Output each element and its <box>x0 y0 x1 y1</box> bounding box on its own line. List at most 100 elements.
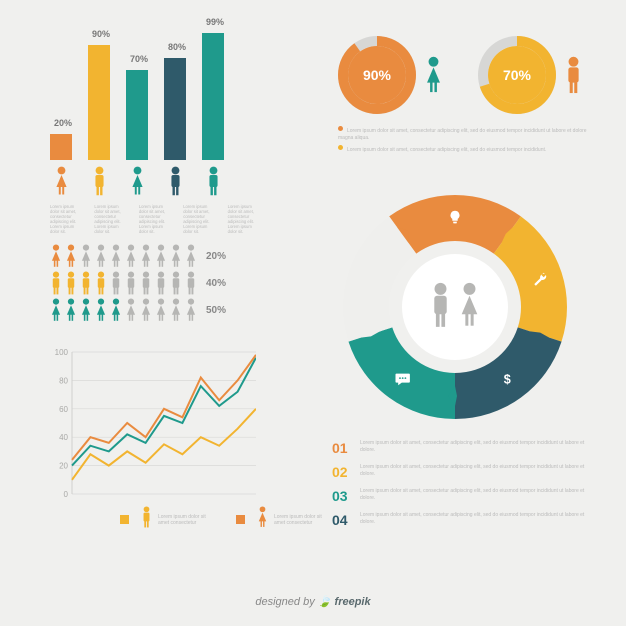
person-icon <box>257 506 268 533</box>
bar: 70% <box>126 70 148 160</box>
line-chart-legend: Lorem ipsum dolor sit amet consectetur L… <box>120 506 320 533</box>
person-icon <box>170 244 182 268</box>
person-icon <box>65 244 77 268</box>
person-icon <box>170 271 182 295</box>
pct-label: 70% <box>478 36 556 114</box>
item-number: 04 <box>332 512 352 528</box>
person-icon <box>80 298 92 322</box>
line-chart: 0 20 40 60 80 100 <box>50 348 256 498</box>
pictograph-row: 20% <box>50 244 275 268</box>
person-icon <box>65 271 77 295</box>
person-icon <box>202 166 224 201</box>
person-icon <box>564 56 583 94</box>
legend-item: Lorem ipsum dolor sit amet consectetur <box>236 506 324 533</box>
pictograph: 20% <box>50 244 275 325</box>
person-icon <box>140 271 152 295</box>
person-icon <box>50 166 72 201</box>
bullet-line: Lorem ipsum dolor sit amet, consectetur … <box>338 126 588 141</box>
item-number: 01 <box>332 440 352 456</box>
bar: 90% <box>88 45 110 160</box>
svg-text:40: 40 <box>59 433 68 442</box>
bar-chart: 20% 90% 70% 80% 99% <box>50 22 260 160</box>
item-text: Lorem ipsum dolor sit amet, consectetur … <box>360 440 592 453</box>
legend-item: Lorem ipsum dolor sit amet consectetur <box>120 506 208 533</box>
person-icon <box>140 244 152 268</box>
person-icon <box>429 282 452 333</box>
person-icon <box>185 244 197 268</box>
footer-prefix: designed by <box>255 596 317 608</box>
person-icon <box>95 271 107 295</box>
svg-text:60: 60 <box>59 405 68 414</box>
person-icon <box>65 298 77 322</box>
person-icon <box>141 506 152 533</box>
bar-label: 70% <box>124 54 154 64</box>
list-item: 03 Lorem ipsum dolor sit amet, consectet… <box>332 488 592 504</box>
person-icon <box>155 271 167 295</box>
list-item: 02 Lorem ipsum dolor sit amet, consectet… <box>332 464 592 480</box>
item-number: 02 <box>332 464 352 480</box>
caption-text: Lorem ipsum dolor sit amet, consectetur … <box>94 204 126 228</box>
person-icon <box>424 56 443 94</box>
svg-text:20: 20 <box>59 462 68 471</box>
pictograph-row: 40% <box>50 271 275 295</box>
person-icon <box>95 298 107 322</box>
caption-text: Lorem ipsum dolor sit amet, consectetur … <box>139 204 171 228</box>
circle-pct-block: 90% <box>338 36 462 114</box>
pictograph-label: 20% <box>206 251 226 262</box>
svg-text:0: 0 <box>64 490 69 498</box>
bar: 80% <box>164 58 186 160</box>
person-icon <box>110 298 122 322</box>
pictograph-label: 50% <box>206 305 226 316</box>
pictograph-row: 50% <box>50 298 275 322</box>
bar: 20% <box>50 134 72 160</box>
person-icon <box>140 298 152 322</box>
bar-label: 99% <box>200 17 230 27</box>
person-icon <box>125 244 137 268</box>
person-icon <box>110 244 122 268</box>
svg-text:100: 100 <box>55 348 69 357</box>
person-icon <box>80 244 92 268</box>
progress-ring: 90% <box>338 36 416 114</box>
svg-text:$: $ <box>504 373 511 387</box>
person-icon <box>50 244 62 268</box>
person-icon <box>95 244 107 268</box>
footer-brand: freepik <box>335 596 371 608</box>
item-number: 03 <box>332 488 352 504</box>
person-icon <box>155 244 167 268</box>
pictograph-label: 40% <box>206 278 226 289</box>
segmented-donut: $ <box>330 182 580 432</box>
person-icon <box>88 166 110 201</box>
legend-text: Lorem ipsum dolor sit amet consectetur <box>274 514 324 526</box>
svg-text:80: 80 <box>59 376 68 385</box>
person-icon <box>80 271 92 295</box>
bar: 99% <box>202 33 224 160</box>
footer-credit: designed by 🍃 freepik <box>0 595 626 608</box>
person-icon <box>164 166 186 201</box>
person-icon <box>126 166 148 201</box>
bullet-line: Lorem ipsum dolor sit amet, consectetur … <box>338 145 588 154</box>
legend-text: Lorem ipsum dolor sit amet consectetur <box>158 514 208 526</box>
item-text: Lorem ipsum dolor sit amet, consectetur … <box>360 488 592 501</box>
pct-label: 90% <box>338 36 416 114</box>
donut-center <box>402 254 508 360</box>
person-icon <box>185 271 197 295</box>
person-icon <box>125 271 137 295</box>
list-item: 04 Lorem ipsum dolor sit amet, consectet… <box>332 512 592 528</box>
person-icon <box>50 271 62 295</box>
bar-chart-captions: Lorem ipsum dolor sit amet, consectetur … <box>50 204 260 228</box>
numbered-list: 01 Lorem ipsum dolor sit amet, consectet… <box>332 440 592 536</box>
progress-ring: 70% <box>478 36 556 114</box>
person-icon <box>458 282 481 333</box>
bar-label: 90% <box>86 29 116 39</box>
bar-chart-icons <box>50 166 260 198</box>
item-text: Lorem ipsum dolor sit amet, consectetur … <box>360 512 592 525</box>
bar-label: 20% <box>48 118 78 128</box>
bar-label: 80% <box>162 42 192 52</box>
person-icon <box>125 298 137 322</box>
caption-text: Lorem ipsum dolor sit amet, consectetur … <box>183 204 215 228</box>
circle-pct-block: 70% <box>478 36 602 114</box>
item-text: Lorem ipsum dolor sit amet, consectetur … <box>360 464 592 477</box>
list-item: 01 Lorem ipsum dolor sit amet, consectet… <box>332 440 592 456</box>
person-icon <box>170 298 182 322</box>
person-icon <box>185 298 197 322</box>
